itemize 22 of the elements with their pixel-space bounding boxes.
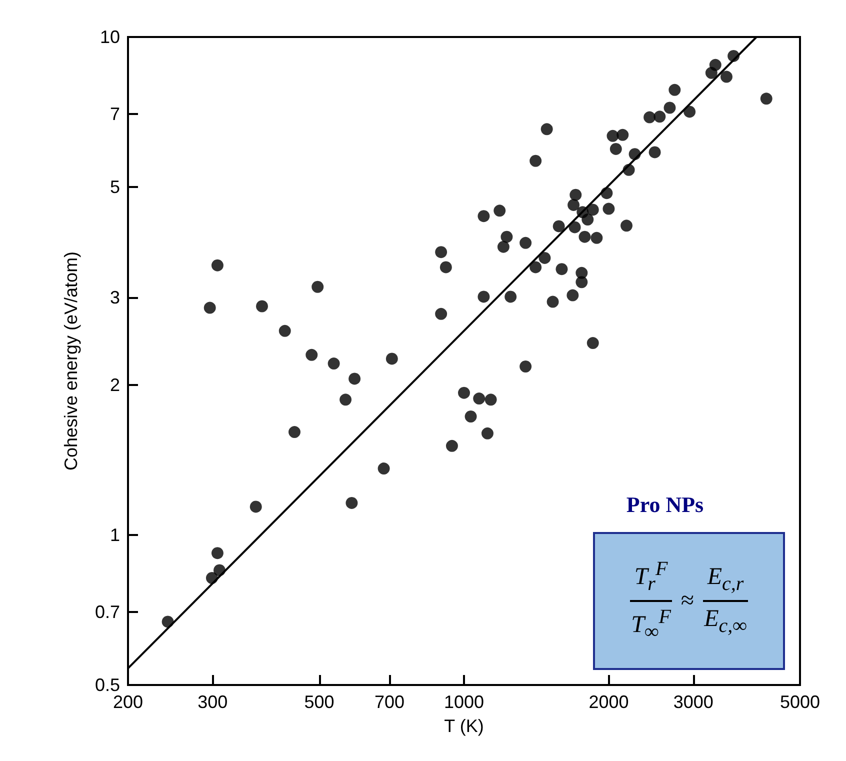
x-tick-label: 500	[304, 692, 334, 712]
y-tick-label: 1	[110, 525, 120, 546]
y-tick-label: 7	[110, 104, 120, 124]
x-tick-label: 1000	[444, 692, 484, 712]
x-tick-label: 3000	[673, 692, 714, 712]
x-tick-label: 200	[112, 692, 144, 712]
y-tick-label: 10	[100, 27, 120, 47]
x-tick-label: 700	[374, 692, 405, 712]
annotation: ≈	[680, 588, 694, 614]
y-tick-label: 5	[110, 176, 120, 197]
x-tick-label: 5000	[780, 692, 820, 712]
annotation: E$_{c,r}$	[703, 564, 748, 602]
y-tick-label: 2	[110, 375, 120, 396]
y-tick-label: 3	[110, 287, 120, 308]
y-tick-label: 0.5	[94, 675, 120, 695]
x-tick-label: 2000	[588, 692, 629, 712]
x-axis-title: T (K)	[444, 716, 484, 736]
annotation: E$_{c,∞}$	[702, 605, 748, 638]
y-axis-title: Cohesive energy (eV/atom)	[61, 251, 81, 471]
annotation: Pro NPs	[625, 492, 705, 518]
y-tick-label: 0.7	[94, 602, 120, 622]
x-tick-label: 300	[198, 692, 228, 712]
